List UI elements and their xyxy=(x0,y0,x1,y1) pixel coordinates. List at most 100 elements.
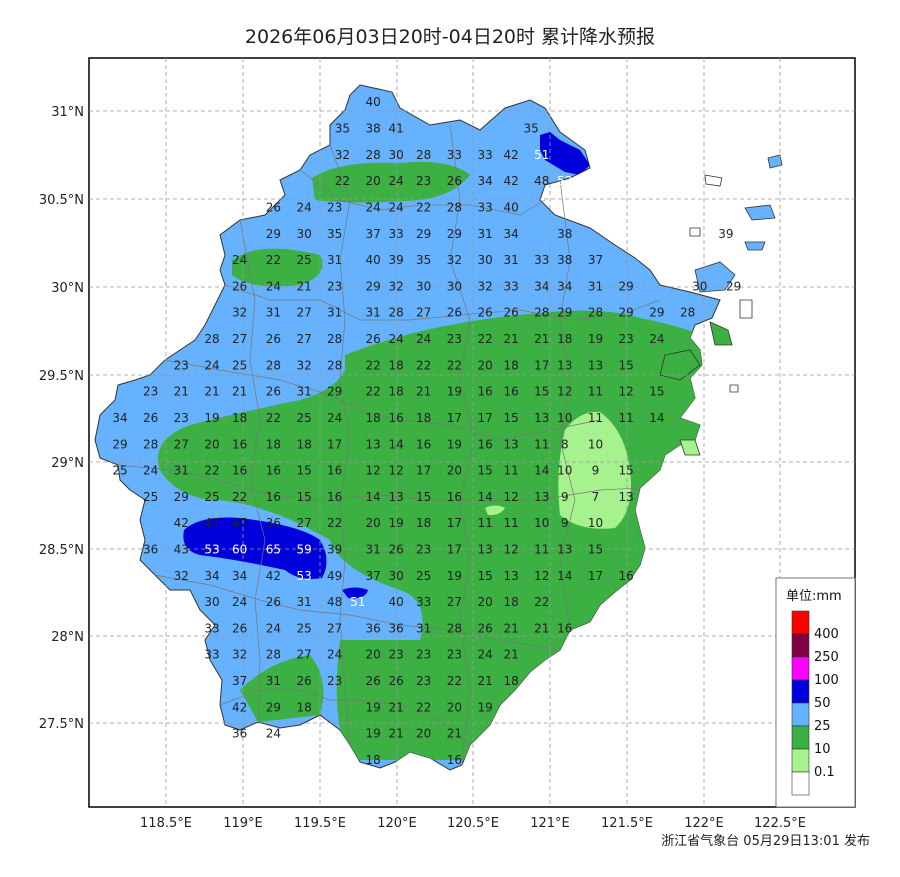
rain-10-25-east xyxy=(600,350,720,560)
legend-label: 0.1 xyxy=(814,765,835,780)
precip-value-label: 15 xyxy=(619,358,634,372)
precip-value-label: 25 xyxy=(143,490,158,504)
precip-value-label: 15 xyxy=(649,385,664,399)
precip-value-label: 34 xyxy=(557,279,572,293)
precip-value-label: 23 xyxy=(143,385,158,399)
precip-value-label: 37 xyxy=(365,227,380,241)
legend-label: 400 xyxy=(814,627,839,642)
precip-value-label: 11 xyxy=(534,437,549,451)
precip-value-label: 17 xyxy=(416,464,431,478)
precip-value-label: 18 xyxy=(296,700,311,714)
precip-value-label: 24 xyxy=(327,648,342,662)
precip-value-label: 33 xyxy=(477,148,492,162)
precip-value-label: 26 xyxy=(266,385,281,399)
precip-value-label: 49 xyxy=(327,569,342,583)
precip-value-label: 13 xyxy=(588,358,603,372)
precip-value-label: 28 xyxy=(327,332,342,346)
precip-value-label: 11 xyxy=(588,411,603,425)
precip-value-label: 14 xyxy=(649,411,664,425)
precip-value-label: 13 xyxy=(504,437,519,451)
precip-value-label: 18 xyxy=(388,385,403,399)
precip-value-label: 31 xyxy=(365,306,380,320)
precip-value-label: 16 xyxy=(477,437,492,451)
value-labels: 40 35 38 41 35 32 28 30 28 33 33 42 51 22 20 24 23 26 34 42… xyxy=(112,95,741,767)
precip-value-label: 21 xyxy=(388,700,403,714)
publish-info: 浙江省气象台 05月29日13:01 发布 xyxy=(661,834,870,849)
precip-value-label: 12 xyxy=(388,464,403,478)
legend-label: 100 xyxy=(814,673,839,688)
precip-value-label: 23 xyxy=(327,674,342,688)
precip-value-label: 28 xyxy=(534,306,549,320)
precip-value-label: 32 xyxy=(174,569,189,583)
precip-value-label: 23 xyxy=(416,674,431,688)
precip-value-label: 15 xyxy=(477,464,492,478)
precip-value-label: 34 xyxy=(232,569,247,583)
precip-value-label: 30 xyxy=(692,279,707,293)
precip-value-label: 19 xyxy=(477,700,492,714)
precip-value-label: 21 xyxy=(174,385,189,399)
precip-value-label: 16 xyxy=(232,437,247,451)
precip-value-label: 22 xyxy=(416,201,431,215)
precip-value-label: 38 xyxy=(557,253,572,267)
precip-value-label: 21 xyxy=(204,385,219,399)
precip-value-label: 24 xyxy=(327,411,342,425)
legend-swatch xyxy=(791,748,810,773)
precip-value-label: 31 xyxy=(327,253,342,267)
precip-value-label: 26 xyxy=(143,411,158,425)
precip-value-label: 14 xyxy=(388,437,403,451)
precip-value-label: 31 xyxy=(296,595,311,609)
county-borders xyxy=(117,124,661,766)
precip-value-label: 16 xyxy=(447,753,462,767)
precip-value-label: 13 xyxy=(557,543,572,557)
precip-value-label: 28 xyxy=(680,306,695,320)
precip-value-label: 39 xyxy=(388,253,403,267)
precip-value-label: 24 xyxy=(416,332,431,346)
precip-value-label: 27 xyxy=(327,621,342,635)
precip-value-label: 33 xyxy=(447,148,462,162)
precip-value-label: 29 xyxy=(266,700,281,714)
precip-value-label: 20 xyxy=(204,437,219,451)
precip-value-label: 53 xyxy=(204,543,219,557)
precip-value-label: 42 xyxy=(504,174,519,188)
precip-value-label: 18 xyxy=(416,516,431,530)
precip-value-label: 28 xyxy=(447,621,462,635)
precip-value-label: 18 xyxy=(557,332,572,346)
precip-value-label: 29 xyxy=(112,437,127,451)
precip-value-label: 22 xyxy=(416,700,431,714)
precip-value-label: 31 xyxy=(365,543,380,557)
precip-value-label: 23 xyxy=(327,279,342,293)
precip-value-label: 22 xyxy=(232,490,247,504)
precip-value-label: 9 xyxy=(561,516,569,530)
precip-value-label: 28 xyxy=(365,148,380,162)
precip-value-label: 18 xyxy=(504,358,519,372)
rain-50-100-spot xyxy=(342,587,368,599)
precip-value-label: 28 xyxy=(588,306,603,320)
precip-value-label: 9 xyxy=(561,490,569,504)
precip-value-label: 29 xyxy=(416,227,431,241)
precip-value-label: 14 xyxy=(557,569,572,583)
legend-swatch xyxy=(791,771,810,796)
x-tick-label: 120.5°E xyxy=(447,816,499,831)
precip-value-label: 26 xyxy=(504,306,519,320)
precip-value-label: 18 xyxy=(388,358,403,372)
precip-value-label: 30 xyxy=(296,227,311,241)
precip-value-label: 12 xyxy=(365,464,380,478)
precip-value-label: 26 xyxy=(447,174,462,188)
precip-value-label: 26 xyxy=(296,674,311,688)
precip-value-label: 21 xyxy=(534,621,549,635)
precip-value-label: 24 xyxy=(266,727,281,741)
precip-value-label: 25 xyxy=(112,464,127,478)
precip-value-label: 12 xyxy=(619,385,634,399)
precip-value-label: 41 xyxy=(388,122,403,136)
legend-swatch xyxy=(791,610,810,635)
legend-label: 50 xyxy=(814,696,831,711)
precip-value-label: 16 xyxy=(416,437,431,451)
precip-value-label: 13 xyxy=(557,358,572,372)
precip-value-label: 35 xyxy=(327,227,342,241)
precip-value-label: 32 xyxy=(447,253,462,267)
rain-10-25-south xyxy=(240,655,324,722)
precip-value-label: 7 xyxy=(592,490,600,504)
precip-value-label: 23 xyxy=(327,201,342,215)
precip-value-label: 23 xyxy=(174,358,189,372)
precip-value-label: 28 xyxy=(447,201,462,215)
